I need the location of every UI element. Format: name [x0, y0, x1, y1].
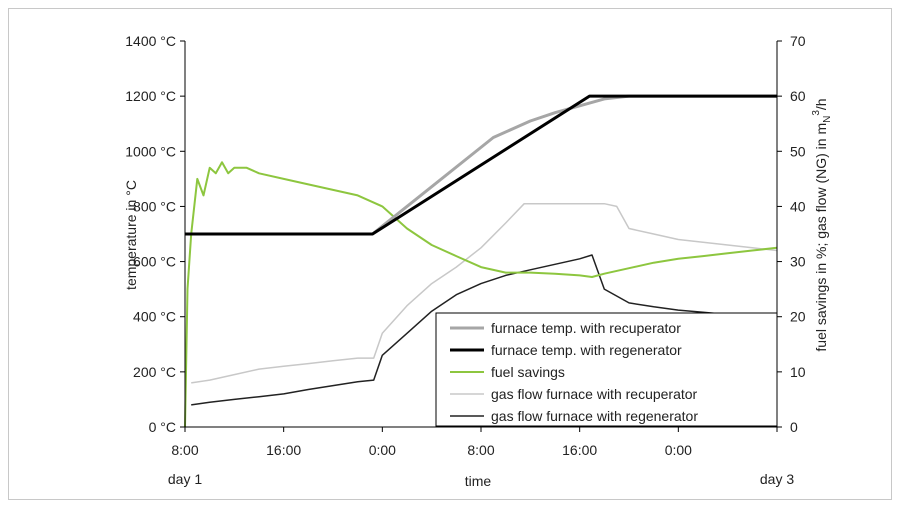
y-axis-right-label: fuel savings in %; gas flow (NG) in mN3/…	[811, 98, 833, 351]
x-day-label: day 1	[168, 471, 202, 487]
y-axis-right-label-sub: N	[822, 116, 833, 123]
y-right-tick-label: 0	[790, 419, 798, 435]
y-axis-right-label-main: fuel savings in %; gas flow (NG) in m	[813, 123, 829, 352]
legend-entry-label: gas flow furnace with regenerator	[491, 408, 698, 424]
x-tick-label: 0:00	[369, 442, 396, 458]
x-tick-label: 16:00	[266, 442, 301, 458]
y-left-tick-label: 400 °C	[133, 309, 176, 325]
y-right-tick-label: 70	[790, 33, 806, 49]
y-left-tick-label: 800 °C	[133, 198, 176, 214]
x-tick-label: 8:00	[171, 442, 198, 458]
y-right-tick-label: 20	[790, 309, 806, 325]
series-line-3	[191, 202, 778, 384]
y-right-tick-label: 30	[790, 254, 806, 270]
y-left-tick-label: 600 °C	[133, 254, 176, 270]
series-layer	[184, 94, 778, 428]
series-line-4	[191, 254, 778, 406]
legend-entry-label: furnace temp. with regenerator	[491, 342, 682, 358]
x-tick-label: 0:00	[665, 442, 692, 458]
y-axis-right-label-tail: /h	[813, 98, 829, 110]
x-day-label: day 3	[760, 471, 794, 487]
y-right-tick-label: 40	[790, 198, 806, 214]
legend-entry-label: gas flow furnace with recuperator	[491, 386, 698, 402]
y-left-tick-label: 0 °C	[149, 419, 176, 435]
y-left-tick-label: 200 °C	[133, 364, 176, 380]
y-axis-left-label: temperature in °C	[123, 180, 139, 290]
legend-box	[435, 312, 778, 427]
series-line-2	[184, 161, 778, 428]
y-left-tick-label: 1200 °C	[125, 88, 176, 104]
legend-entry-label: fuel savings	[491, 364, 565, 380]
y-left-tick-label: 1400 °C	[125, 33, 176, 49]
y-axis-right-label-sup: 3	[811, 110, 822, 116]
legend-entry-label: furnace temp. with recuperator	[491, 320, 681, 336]
series-line-1	[185, 94, 777, 236]
y-left-tick-label: 1000 °C	[125, 143, 176, 159]
x-tick-label: 16:00	[562, 442, 597, 458]
x-tick-label: 8:00	[467, 442, 494, 458]
y-right-tick-label: 60	[790, 88, 806, 104]
legend: furnace temp. with recuperator furnace te…	[435, 312, 778, 427]
y-right-tick-label: 10	[790, 364, 806, 380]
x-axis-label: time	[465, 473, 492, 489]
y-right-tick-label: 50	[790, 143, 806, 159]
